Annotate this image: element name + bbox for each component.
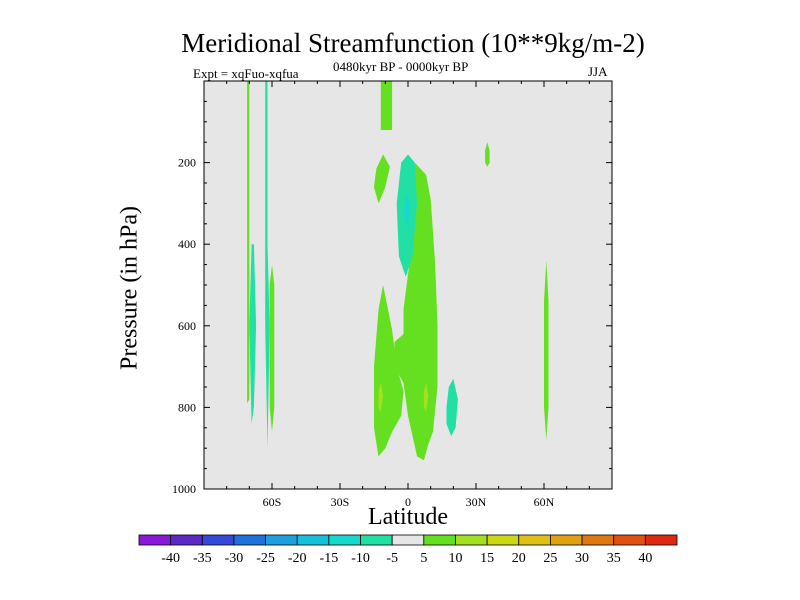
colorbar-label: -30	[225, 551, 244, 566]
colorbar-box	[233, 534, 266, 546]
contour-region-13	[378, 382, 384, 412]
x-tick-label: 60S	[263, 495, 282, 509]
contour-region-12	[544, 260, 549, 440]
colorbar-box	[265, 534, 298, 546]
colorbar-box	[455, 534, 488, 546]
time-range-label: 0480kyr BP - 0000kyr BP	[333, 59, 469, 74]
colorbar-label: -40	[161, 551, 180, 566]
contour-region-8	[394, 162, 438, 461]
colorbar-label: 25	[543, 551, 557, 566]
colorbar-box	[518, 534, 551, 546]
contour-region-7	[374, 285, 404, 457]
colorbar-box	[550, 534, 583, 546]
contour-region-14	[423, 382, 429, 412]
colorbar-label: 40	[638, 551, 652, 566]
x-axis-title: Latitude	[368, 504, 448, 530]
colorbar-label: -5	[386, 551, 398, 566]
colorbar-label: 20	[512, 551, 526, 566]
colorbar-box	[328, 534, 361, 546]
contour-region-11	[485, 142, 490, 167]
colorbar-box	[360, 534, 393, 546]
colorbar-label: -10	[351, 551, 370, 566]
colorbar-label: -35	[193, 551, 212, 566]
colorbar-label: 10	[448, 551, 462, 566]
colorbar-box	[423, 534, 456, 546]
colorbar-box	[391, 534, 425, 546]
experiment-label: Expt = xqFuo-xqfua	[193, 66, 299, 81]
colorbar-box	[486, 534, 520, 546]
colorbar-label: -20	[288, 551, 307, 566]
colorbar-label: -15	[320, 551, 339, 566]
colorbar-box	[170, 534, 203, 546]
colorbar-box	[296, 534, 330, 546]
y-tick-label: 600	[178, 319, 196, 333]
y-tick-label: 400	[178, 237, 196, 251]
y-tick-label: 800	[178, 400, 196, 414]
contour-region-5	[265, 81, 270, 449]
colorbar-box	[201, 534, 235, 546]
y-tick-label: 1000	[172, 482, 196, 496]
contour-region-1	[380, 81, 393, 130]
y-tick-label: 200	[178, 156, 196, 170]
x-tick-label: 30N	[466, 495, 487, 509]
colorbar-box	[613, 534, 646, 546]
contour-region-2	[374, 154, 390, 204]
contour-region-15	[403, 195, 411, 228]
colorbar-box	[581, 534, 615, 546]
chart-title: Meridional Streamfunction (10**9kg/m-2)	[181, 28, 645, 58]
x-tick-label: 0	[405, 495, 411, 509]
x-tick-label: 30S	[331, 495, 350, 509]
colorbar-label: -25	[256, 551, 275, 566]
colorbar-label: 35	[607, 551, 621, 566]
contour-region-6	[249, 244, 257, 424]
colorbar-label: 30	[575, 551, 589, 566]
colorbar-box	[138, 534, 172, 546]
colorbar-label: 5	[420, 551, 427, 566]
colorbar-box	[644, 534, 678, 546]
season-label: JJA	[588, 64, 608, 79]
x-tick-label: 60N	[534, 495, 555, 509]
contour-region-10	[446, 378, 458, 436]
contour-region-4	[269, 264, 275, 432]
contour-region-3	[247, 81, 250, 404]
colorbar-label: 15	[480, 551, 494, 566]
